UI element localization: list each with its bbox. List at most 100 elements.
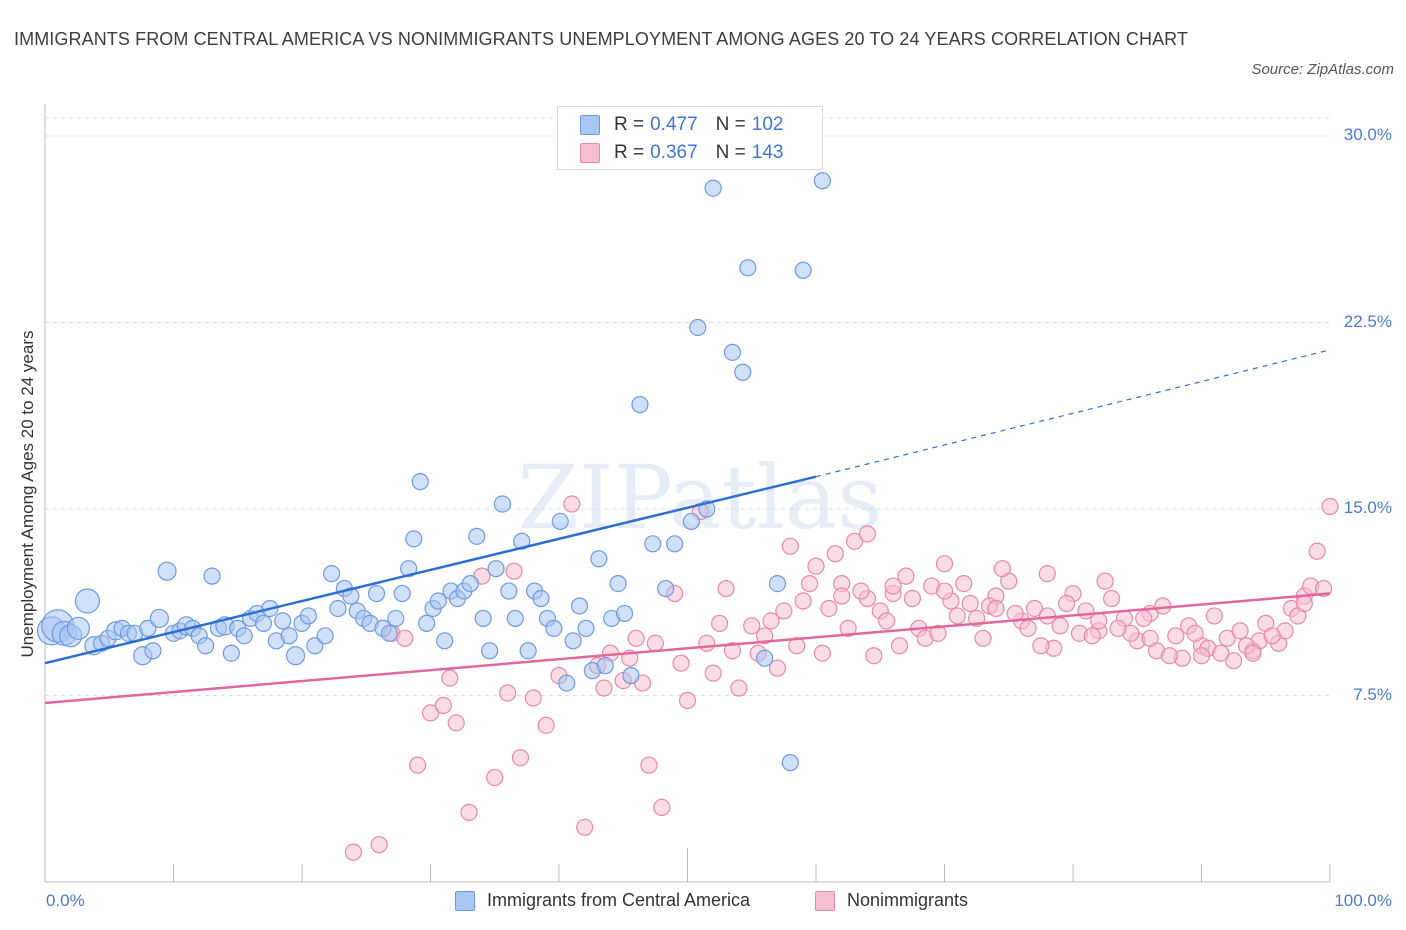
legend-n-label: N = (715, 142, 746, 163)
immigrant-point (436, 632, 454, 650)
nonimmigrant-point (370, 836, 388, 854)
immigrant-point (139, 619, 157, 637)
immigrant-point (532, 589, 550, 608)
nonimmigrant-point (1090, 612, 1108, 630)
immigrant-point (704, 179, 722, 197)
nonimmigrant-point (884, 577, 902, 595)
immigrant-point (299, 607, 318, 625)
nonimmigrant-point (807, 557, 825, 575)
nonimmigrant-point (409, 756, 427, 774)
x-tick-label-min: 0.0% (46, 891, 85, 910)
immigrant-point (316, 627, 334, 645)
immigrant-point (400, 560, 418, 578)
immigrant-point (74, 588, 101, 614)
nonimmigrant-point (646, 634, 664, 652)
nonimmigrant-point (1102, 589, 1121, 608)
immigrant-point (794, 261, 812, 279)
nonimmigrant-point (653, 798, 671, 817)
nonimmigrant-point (499, 684, 517, 702)
nonimmigrant-point (678, 691, 697, 710)
immigrant-point (418, 614, 436, 632)
immigrant-point (545, 619, 563, 637)
immigrant-point (590, 550, 608, 568)
nonimmigrant-point (434, 696, 452, 715)
nonimmigrant-point (1212, 644, 1230, 662)
immigrant-point (461, 574, 479, 593)
nonimmigrant-point (511, 749, 530, 767)
immigrant-point (197, 637, 215, 655)
nonimmigrant-point (1096, 572, 1114, 590)
nonimmigrant-point (878, 612, 896, 630)
immigrant-point (615, 604, 634, 623)
y-tick-label-15: 15.0% (1343, 498, 1392, 517)
immigrant-point (322, 565, 341, 583)
immigrant-point (481, 642, 499, 660)
nonimmigrant-point (1032, 637, 1050, 655)
nonimmigrant-point (1244, 644, 1262, 662)
immigrant-point (285, 646, 306, 666)
nonimmigrant-point (396, 629, 414, 647)
immigrant-trend-projection (815, 349, 1331, 478)
immigrant-point (558, 674, 576, 692)
nonimmigrant-point (948, 607, 966, 625)
nonimmigrant-point (344, 843, 362, 861)
immigrant-point (387, 609, 405, 628)
nonimmigrant-point (755, 627, 774, 645)
watermark: ZIPatlas (518, 446, 883, 549)
immigrant-point (487, 560, 505, 578)
legend-swatch-blue (580, 115, 600, 135)
nonimmigrant-trend-line (44, 592, 1331, 705)
nonimmigrant-point (1167, 627, 1185, 645)
nonimmigrant-point (537, 716, 555, 734)
immigrant-point (723, 343, 742, 361)
nonimmigrant-point (820, 599, 838, 618)
nonimmigrant-point (1186, 624, 1204, 642)
immigrant-point (739, 259, 757, 277)
legend-n-value: 143 (751, 142, 784, 163)
nonimmigrant-point (1308, 542, 1326, 560)
nonimmigrant-point (935, 555, 954, 573)
immigrant-point (519, 642, 537, 660)
nonimmigrant-point (595, 679, 613, 697)
bottom-legend-label: Immigrants from Central America (487, 890, 751, 910)
immigrant-point (631, 395, 649, 414)
immigrant-point (666, 535, 684, 553)
nonimmigrant-point (800, 574, 819, 593)
nonimmigrant-point (1160, 647, 1178, 665)
immigrant-point (429, 592, 447, 610)
nonimmigrant-point (961, 594, 979, 613)
immigrant-point (474, 609, 492, 628)
nonimmigrant-point (1225, 652, 1243, 670)
legend-r-label: R = (614, 114, 645, 135)
nonimmigrant-point (1141, 629, 1159, 647)
immigrant-point (329, 599, 347, 618)
nonimmigrant-point (730, 679, 748, 697)
immigrant-point (781, 754, 799, 772)
nonimmigrant-point (833, 587, 851, 605)
nonimmigrant-point (845, 532, 864, 550)
nonimmigrant-point (768, 659, 787, 677)
immigrant-point (66, 616, 91, 640)
immigrant-point (500, 582, 518, 600)
immigrant-point (235, 627, 253, 645)
nonimmigrant-point (903, 589, 921, 608)
nonimmigrant-point (813, 644, 832, 662)
bottom-legend-swatch-blue (455, 890, 475, 911)
immigrant-point (274, 612, 292, 630)
nonimmigrant-point (524, 689, 542, 707)
nonimmigrant-point (1019, 619, 1037, 637)
nonimmigrant-point (486, 768, 504, 787)
immigrant-point (306, 637, 324, 655)
nonimmigrant-point (1192, 647, 1211, 665)
immigrant-point (813, 172, 832, 190)
nonimmigrant-point (974, 629, 992, 647)
nonimmigrant-point (1205, 607, 1223, 625)
immigrant-point (609, 574, 627, 593)
immigrant-point (254, 614, 273, 632)
nonimmigrant-point (421, 704, 440, 722)
immigrant-point (411, 473, 429, 491)
nonimmigrant-point (672, 654, 690, 672)
immigrant-point (393, 584, 411, 603)
nonimmigrant-point (717, 579, 735, 598)
